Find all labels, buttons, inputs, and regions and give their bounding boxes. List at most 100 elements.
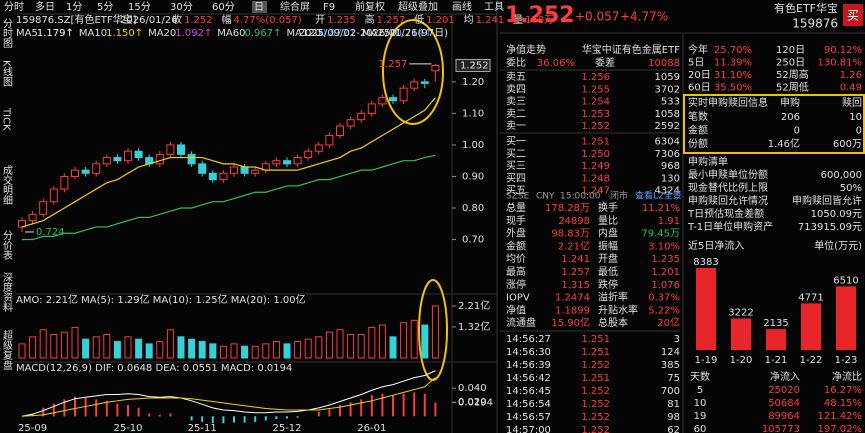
side-tab[interactable]: 分时图 bbox=[1, 18, 13, 49]
list-value: 申购赎回皆允许 bbox=[792, 194, 862, 207]
volume-bar bbox=[166, 329, 174, 359]
sub-label: 份额 bbox=[688, 137, 708, 150]
tool-tab[interactable]: 工具 bbox=[484, 1, 504, 13]
tick-price: 1.252 bbox=[581, 360, 610, 371]
tick-time: 14:56:45 bbox=[506, 386, 551, 397]
side-tab[interactable]: 超级复盘 bbox=[1, 329, 13, 370]
tool-tab[interactable]: 画线 bbox=[452, 0, 472, 13]
stat-label: 外盘 bbox=[506, 227, 526, 240]
sub-header: 赎回 bbox=[842, 96, 862, 109]
period-tab[interactable]: 分时 bbox=[4, 1, 24, 13]
flow-title: 近5日净流入 bbox=[688, 239, 744, 252]
return-label: 今年 bbox=[688, 43, 708, 56]
header-label: 高 bbox=[365, 13, 375, 26]
header-value: 1.257 bbox=[377, 15, 406, 26]
ma-value: 0.714↑ bbox=[396, 28, 433, 39]
period-tab[interactable]: 5分 bbox=[97, 1, 113, 13]
tick-time: 14:56:42 bbox=[506, 373, 551, 384]
volume-bar bbox=[325, 331, 333, 359]
stat-label: 换手 bbox=[598, 201, 618, 214]
candle-body bbox=[134, 150, 143, 159]
table-cell: 121.42% bbox=[818, 411, 863, 422]
period-tab[interactable]: 日 bbox=[254, 2, 264, 13]
book-volume: 533 bbox=[661, 97, 680, 108]
book-price: 1.256 bbox=[581, 72, 610, 83]
list-label: 现金替代比例上限 bbox=[688, 181, 768, 194]
list-value: 713915.09元 bbox=[798, 222, 862, 233]
period-tab[interactable]: 多日 bbox=[35, 0, 55, 13]
range-text: 2025/09/02-2026/01/26(97日) bbox=[299, 28, 449, 39]
book-volume: 1059 bbox=[655, 72, 680, 83]
candle-body bbox=[389, 97, 397, 102]
candle-body bbox=[92, 163, 101, 174]
tick-price: 1.252 bbox=[581, 386, 610, 397]
y-tick-label: 0.0194 bbox=[458, 398, 493, 409]
x-tick-label: 25-10 bbox=[113, 423, 142, 433]
stat-label: 最低 bbox=[598, 265, 618, 278]
table-cell: 105773 bbox=[762, 424, 800, 433]
table-cell: 10 bbox=[694, 398, 707, 409]
stat-value: 1.201 bbox=[651, 267, 680, 278]
book-label: 卖三 bbox=[506, 96, 526, 108]
ma-name: MA5 bbox=[16, 28, 38, 39]
book-price: 1.254 bbox=[581, 97, 610, 108]
flow-category: 1-23 bbox=[835, 355, 858, 366]
header-value: 4.77%(0.057) bbox=[234, 15, 302, 26]
candle-body bbox=[272, 160, 281, 165]
volume-bar bbox=[251, 345, 259, 359]
volume-bar bbox=[315, 336, 323, 359]
period-tab[interactable]: 1分 bbox=[66, 1, 82, 13]
flow-unit: 单位(万元) bbox=[814, 239, 862, 252]
tool-tab[interactable]: 超级叠加 bbox=[398, 0, 438, 13]
period-tab[interactable]: 60分 bbox=[212, 1, 235, 13]
tool-tab[interactable]: 综合屏 bbox=[280, 0, 310, 13]
book-volume: 7306 bbox=[655, 149, 680, 160]
side-tab[interactable]: K线图 bbox=[1, 60, 13, 87]
tick-time: 14:57:00 bbox=[506, 425, 551, 433]
flow-bar bbox=[801, 303, 821, 350]
return-label: 120日 bbox=[776, 45, 805, 56]
candle-body bbox=[124, 150, 132, 162]
period-tab[interactable]: 30分 bbox=[170, 1, 193, 13]
side-tab[interactable]: 深度资料 bbox=[1, 272, 13, 313]
flow-value: 8383 bbox=[693, 257, 718, 268]
header-label: 量 bbox=[513, 14, 523, 26]
stat-value: 1.91 bbox=[658, 216, 680, 227]
fund-name: 华宝中证有色金属ETF bbox=[582, 43, 680, 56]
header-value: 1.201 bbox=[426, 15, 455, 26]
list-value: 1050.09元 bbox=[811, 209, 862, 220]
buy-button[interactable] bbox=[843, 4, 863, 26]
period-tab[interactable]: 15分 bbox=[128, 1, 151, 13]
stat-value: 1.315 bbox=[561, 280, 590, 291]
side-tab[interactable]: 成交明细 bbox=[1, 165, 13, 205]
header-label: 幅 bbox=[222, 13, 232, 26]
volume-bar bbox=[294, 341, 302, 359]
tick-price: 1.251 bbox=[581, 334, 610, 345]
flow-bar bbox=[766, 329, 786, 350]
side-tab[interactable]: TICK bbox=[1, 107, 12, 131]
stat-label: 均价 bbox=[506, 253, 526, 265]
volume-bar bbox=[357, 333, 365, 359]
candle-body bbox=[219, 172, 228, 181]
book-label: 卖二 bbox=[506, 108, 526, 120]
code: 159876.SZ[有色ETF华宝] bbox=[16, 13, 137, 26]
tick-price: 1.251 bbox=[581, 373, 610, 384]
sub-header: 申购 bbox=[780, 96, 800, 109]
candle-body bbox=[166, 144, 175, 155]
stat-label: 升贴水率 bbox=[598, 303, 638, 316]
flow-category: 1-22 bbox=[800, 355, 823, 366]
side-tab[interactable]: 分价表 bbox=[1, 230, 13, 261]
return-value: 0.49 bbox=[840, 83, 862, 94]
volume-bar bbox=[219, 345, 227, 359]
sub-value: 600万 bbox=[833, 139, 862, 150]
volume-bar bbox=[421, 324, 429, 359]
macd-title: MACD(12,26,9) DIF: 0.0648 DEA: 0.0551 MA… bbox=[16, 363, 292, 374]
return-label: 60日 bbox=[688, 83, 711, 94]
candle-body bbox=[198, 163, 207, 174]
flow-value: 3222 bbox=[728, 307, 753, 318]
book-price: 1.252 bbox=[581, 121, 610, 132]
volume-bar bbox=[82, 338, 90, 359]
tool-tab[interactable]: 前复权 bbox=[355, 0, 385, 13]
tool-tab[interactable]: F9 bbox=[323, 2, 335, 13]
